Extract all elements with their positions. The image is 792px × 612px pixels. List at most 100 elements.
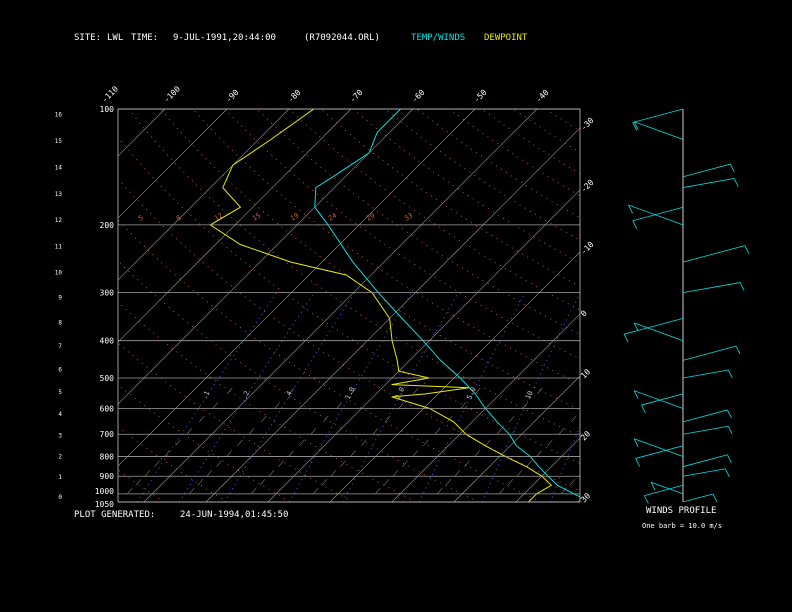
grid-tick	[361, 439, 367, 446]
wind-barb-flag	[733, 178, 739, 187]
isotherm-line	[0, 109, 103, 502]
grid-tick	[336, 402, 342, 409]
grid-tick	[723, 388, 728, 394]
grid-tick	[464, 460, 470, 467]
pressure-tick-label: 100	[100, 105, 115, 114]
right-temp-label: 10	[579, 367, 592, 380]
grid-tick	[651, 461, 656, 467]
grid-tick	[248, 428, 255, 435]
grid-tick	[261, 415, 267, 423]
grid-tick	[278, 460, 284, 467]
grid-tick	[237, 439, 243, 446]
isotherm-line	[515, 437, 580, 502]
height-tick-label: 5	[58, 389, 62, 396]
wind-barb-flag	[744, 245, 750, 254]
grid-layer	[0, 109, 728, 502]
grid-tick	[259, 479, 266, 486]
grid-tick	[516, 470, 523, 477]
grid-tick	[216, 460, 222, 467]
dry-adiabat	[118, 178, 580, 492]
grid-tick	[186, 428, 193, 435]
grid-tick	[475, 387, 481, 395]
grid-tick	[423, 439, 429, 446]
dry-adiabat	[118, 136, 580, 464]
grid-tick	[310, 428, 317, 435]
grid-tick	[499, 487, 505, 495]
wind-barb	[633, 390, 684, 409]
height-tick-label: 10	[55, 270, 63, 277]
grid-tick	[485, 439, 491, 446]
grid-tick	[599, 451, 604, 457]
grid-tick	[412, 450, 418, 457]
time-label: TIME:	[131, 33, 159, 43]
grid-tick	[569, 479, 576, 486]
grid-tick	[206, 470, 213, 477]
grid-tick	[633, 416, 638, 422]
pressure-tick-label: 400	[100, 337, 115, 346]
grid-tick	[385, 415, 391, 423]
dry-adiabat	[118, 219, 542, 502]
grid-tick	[199, 415, 205, 423]
winds-profile-title: WINDS PROFILE	[646, 506, 717, 516]
grid-tick	[413, 387, 419, 395]
grid-tick	[350, 450, 356, 457]
mixing-ratio-line	[482, 292, 580, 502]
top-temp-label: -80	[286, 88, 303, 105]
grid-tick	[621, 428, 626, 434]
wind-barb-flag	[727, 426, 733, 435]
right-temp-label: -20	[579, 178, 596, 195]
wind-barb-flag	[633, 322, 639, 332]
temperature-profile-line	[314, 109, 580, 498]
dry-adiabat	[118, 426, 228, 502]
dry-adiabat	[118, 342, 354, 502]
dry-adiabat	[320, 109, 580, 288]
right-temp-label: 30	[579, 491, 592, 504]
height-tick-label: 13	[55, 191, 63, 198]
isotherm-line	[329, 251, 580, 502]
grid-tick	[392, 470, 399, 477]
mixing-ratio-label: .1	[201, 390, 212, 401]
wind-barb	[635, 445, 684, 459]
mixing-ratio-line	[549, 425, 580, 502]
adiabat-label: 33	[403, 212, 414, 223]
wind-barb-flag	[633, 390, 639, 399]
grid-tick	[599, 388, 604, 394]
label-layer: 1002003004005006007008009001000105001234…	[55, 84, 596, 509]
top-temp-label: -70	[348, 88, 365, 105]
time-value: 9-JUL-1991,20:44:00	[173, 33, 276, 43]
grid-tick	[398, 402, 404, 409]
dry-adiabat	[577, 109, 580, 111]
grid-tick	[547, 439, 553, 446]
grid-tick	[526, 460, 532, 467]
wind-barb	[682, 282, 741, 294]
grid-tick	[558, 428, 565, 435]
wind-barb	[633, 121, 684, 140]
grid-tick	[299, 439, 305, 446]
file-name: (R7092044.ORL)	[304, 33, 380, 43]
grid-tick	[454, 470, 461, 477]
isotherm-line	[118, 109, 476, 467]
grid-tick	[144, 470, 151, 477]
pressure-tick-label: 1050	[95, 500, 114, 509]
mixing-ratio-line	[136, 292, 278, 502]
wind-barb	[682, 178, 735, 188]
right-temp-label: -10	[579, 240, 596, 257]
isotherm-line	[205, 127, 580, 502]
adiabat-label: 24	[327, 212, 338, 223]
grid-tick	[274, 402, 280, 409]
grid-tick	[135, 479, 142, 486]
height-tick-label: 1	[58, 474, 62, 481]
grid-tick	[585, 402, 590, 408]
plot-generated-value: 24-JUN-1994,01:45:50	[180, 510, 289, 520]
top-temp-label: -110	[100, 84, 120, 104]
isotherm-line	[267, 189, 580, 502]
height-tick-label: 15	[55, 138, 63, 145]
grid-tick	[351, 387, 357, 395]
grid-tick	[175, 439, 181, 446]
grid-tick	[661, 388, 666, 394]
plot-frame	[117, 108, 581, 503]
grid-tick	[474, 450, 480, 457]
pressure-tick-label: 1000	[95, 487, 114, 496]
dewpoint-profile-line	[209, 109, 553, 502]
grid-tick	[227, 387, 233, 395]
